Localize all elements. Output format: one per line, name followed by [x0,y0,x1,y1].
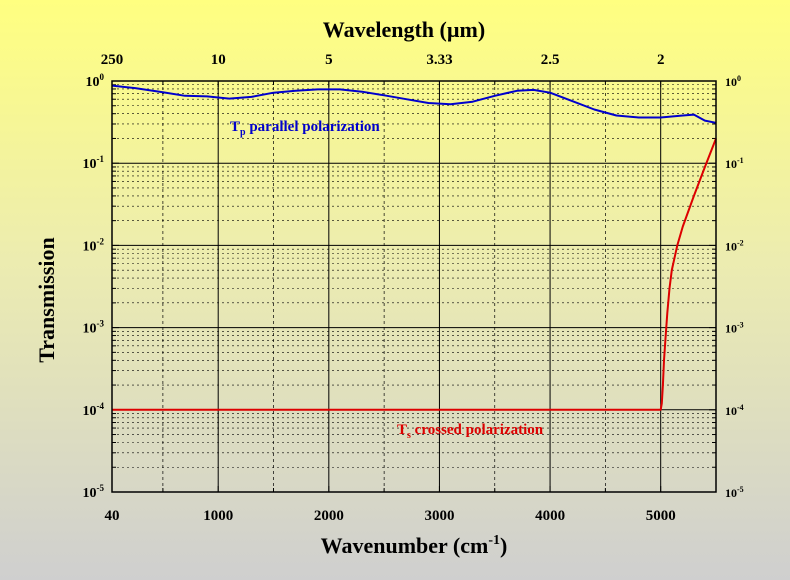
x-tick-label: 2000 [314,508,344,524]
x-tick-label: 4000 [535,508,565,524]
chart-title: Wavelength (µm) [323,17,485,42]
series-label-ts: Ts crossed polarization [397,422,544,441]
y-tick-label-right: 10-2 [725,238,744,253]
tick-labels: 40 1000 2000 3000 4000 5000 250 10 5 3.33 2.5 2 100 1… [83,52,744,524]
series-line-tp [111,84,717,124]
plot-frame [111,80,717,493]
top-tick-label: 5 [325,52,333,68]
y-tick-label-right: 10-1 [725,156,744,171]
top-tick-label: 3.33 [426,52,452,68]
y-tick-label-left: 10-1 [83,154,105,172]
grid-lines [112,81,716,492]
x-tick-label: 5000 [646,508,676,524]
y-axis-label: Transmission [34,237,59,363]
series-lines [111,84,717,411]
top-tick-label: 10 [211,52,226,68]
y-tick-label-right: 10-4 [725,403,744,418]
x-axis-label: Wavenumber (cm-1) [321,533,508,558]
series-line-ts [112,138,717,411]
y-tick-label-left: 10-4 [83,401,105,419]
top-tick-label: 2.5 [541,52,560,68]
top-tick-label: 2 [657,52,665,68]
series-label-tp: Tp parallel polarization [230,119,380,138]
y-tick-label-right: 10-5 [725,485,744,500]
y-tick-label-left: 10-3 [83,319,105,337]
x-tick-label: 1000 [203,508,233,524]
y-tick-label-left: 100 [86,72,105,90]
y-tick-label-left: 10-5 [83,483,105,501]
top-tick-label: 250 [101,52,124,68]
y-tick-label-left: 10-2 [83,236,105,254]
x-tick-label: 3000 [424,508,454,524]
y-tick-label-right: 10-3 [725,321,744,336]
y-tick-label-right: 100 [725,74,741,89]
x-tick-label: 40 [105,508,120,524]
